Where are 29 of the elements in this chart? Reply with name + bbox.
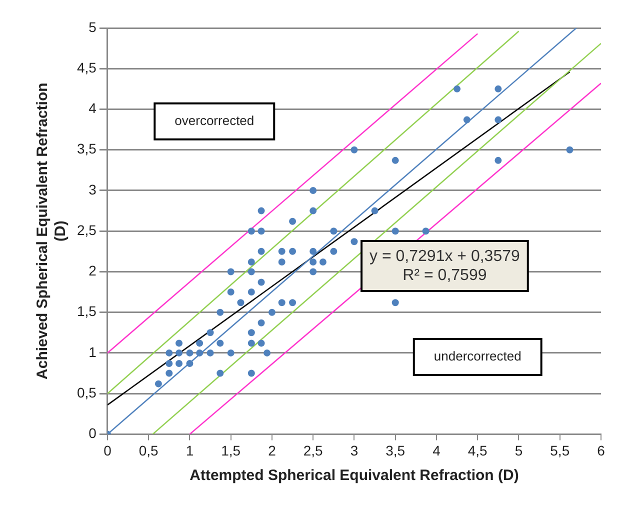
x-tick-label: 2,5 [303, 442, 324, 458]
y-tick-label: 4,5 [76, 59, 97, 76]
y-tick-label: 3,5 [76, 140, 97, 157]
y-tick-label: 1 [88, 344, 97, 360]
y-tick-label: 0,5 [76, 384, 97, 400]
y-tick-label: 4 [88, 100, 97, 116]
y-axis-title: Achieved Spherical Equivalent Refraction (D) [34, 82, 70, 380]
x-tick-label: 4,5 [468, 442, 488, 458]
y-tick-label: 2,5 [76, 222, 97, 238]
x-tick-label: 5,5 [550, 442, 570, 458]
x-axis-title: Attempted Spherical Equivalent Refraction (D) [190, 467, 519, 484]
x-tick-label: 3,5 [386, 442, 406, 458]
y-tick-label: 3 [88, 181, 97, 198]
y-tick-label: 1,5 [76, 303, 97, 320]
x-tick-label: 2 [268, 442, 276, 458]
y-tick-label: 2 [88, 262, 97, 279]
y-tick-label: 0 [88, 425, 97, 442]
x-tick-label: 1 [186, 442, 194, 458]
x-tick-label: 1,5 [221, 442, 241, 458]
x-tick-label: 6 [597, 442, 606, 458]
x-tick-label: 5 [514, 442, 523, 458]
x-tick-label: 4 [432, 442, 441, 458]
x-tick-label: 0 [104, 442, 112, 458]
annotation: overcorrected [174, 113, 254, 128]
annotation: y = 0,7291x + 0,3579 R² = 0,7599 [370, 248, 520, 284]
x-tick-label: 3 [350, 442, 358, 458]
y-tick-label: 5 [88, 18, 97, 35]
x-tick-label: 0,5 [138, 442, 159, 458]
annotation: undercorrected [434, 348, 522, 364]
